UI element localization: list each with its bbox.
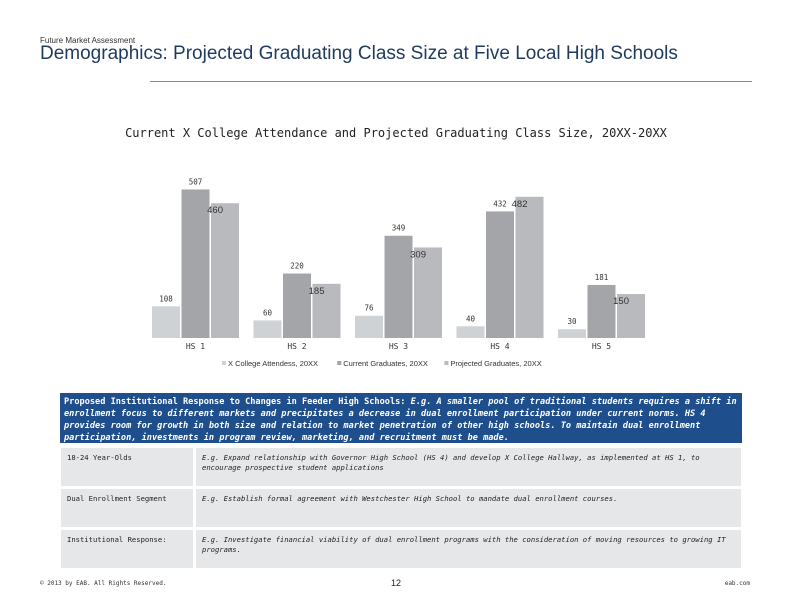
chart-bar bbox=[355, 315, 383, 338]
row-text: E.g. Establish formal agreement with Wes… bbox=[196, 489, 741, 527]
data-label: 76 bbox=[364, 304, 374, 313]
chart-bar bbox=[486, 211, 514, 338]
legend-label: X College Attendess, 20XX bbox=[228, 359, 318, 368]
legend-label: Current Graduates, 20XX bbox=[343, 359, 428, 368]
category-label: HS 4 bbox=[490, 342, 509, 351]
chart-bar bbox=[587, 284, 616, 338]
chart-bar bbox=[558, 329, 586, 338]
title-divider bbox=[150, 81, 752, 82]
row-label: 18-24 Year-Olds bbox=[61, 448, 193, 486]
chart-bar bbox=[414, 247, 442, 338]
chart-bar bbox=[515, 196, 544, 338]
chart-bar bbox=[152, 306, 180, 338]
data-label: 220 bbox=[290, 262, 304, 271]
data-label: 150 bbox=[613, 296, 629, 307]
chart-bar bbox=[283, 273, 311, 338]
page-number: 12 bbox=[391, 578, 402, 588]
chart-bar bbox=[617, 294, 645, 338]
legend-label: Projected Graduates, 20XX bbox=[450, 359, 541, 368]
chart-title: Current X College Attendance and Project… bbox=[125, 126, 667, 140]
data-label: 482 bbox=[512, 199, 528, 210]
data-label: 432 bbox=[493, 199, 507, 208]
legend-swatch bbox=[444, 361, 449, 365]
chart-bar bbox=[384, 235, 413, 338]
category-label: HS 5 bbox=[592, 342, 611, 351]
category-label: HS 3 bbox=[389, 342, 408, 351]
category-label: HS 2 bbox=[287, 342, 306, 351]
row-text: E.g. Investigate financial viability of … bbox=[196, 530, 741, 568]
chart-bar bbox=[211, 203, 239, 338]
data-label: 507 bbox=[189, 177, 203, 186]
table-row: Institutional Response: E.g. Investigate… bbox=[61, 530, 741, 568]
bar-chart: 108 507 460 HS 1 60 220 185 HS 2 76 349 309 HS 3 40 4… bbox=[152, 177, 645, 368]
copyright: © 2013 by EAB. All Rights Reserved. bbox=[40, 580, 167, 587]
site-link[interactable]: eab.com bbox=[724, 580, 750, 587]
legend-swatch bbox=[337, 361, 342, 365]
proposal-body: E.g. A smaller pool of traditional stude… bbox=[64, 397, 737, 443]
chart-bar bbox=[253, 320, 282, 338]
data-label: 108 bbox=[159, 294, 173, 303]
table-row: Dual Enrollment Segment E.g. Establish f… bbox=[61, 489, 741, 527]
data-label: 460 bbox=[207, 205, 223, 216]
data-label: 309 bbox=[410, 249, 426, 260]
data-label: 181 bbox=[595, 273, 609, 282]
data-label: 185 bbox=[309, 286, 325, 297]
chart-bar bbox=[456, 326, 485, 338]
data-label: 40 bbox=[466, 314, 476, 323]
section-eyebrow: Future Market Assessment bbox=[40, 36, 136, 45]
chart-bar bbox=[181, 189, 210, 338]
proposal-lead: Proposed Institutional Response to Chang… bbox=[64, 397, 406, 407]
data-label: 349 bbox=[392, 224, 406, 233]
proposal-box: Proposed Institutional Response to Chang… bbox=[60, 393, 742, 443]
page-title: Demographics: Projected Graduating Class… bbox=[40, 43, 678, 64]
data-label: 30 bbox=[567, 317, 577, 326]
row-label: Institutional Response: bbox=[61, 530, 193, 568]
response-table: 18-24 Year-Olds E.g. Expand relationship… bbox=[58, 445, 744, 571]
table-row: 18-24 Year-Olds E.g. Expand relationship… bbox=[61, 448, 741, 486]
row-text: E.g. Expand relationship with Governor H… bbox=[196, 448, 741, 486]
chart-bar bbox=[312, 283, 341, 338]
row-label: Dual Enrollment Segment bbox=[61, 489, 193, 527]
data-label: 60 bbox=[263, 308, 273, 317]
category-label: HS 1 bbox=[186, 342, 205, 351]
legend-swatch bbox=[222, 361, 226, 365]
